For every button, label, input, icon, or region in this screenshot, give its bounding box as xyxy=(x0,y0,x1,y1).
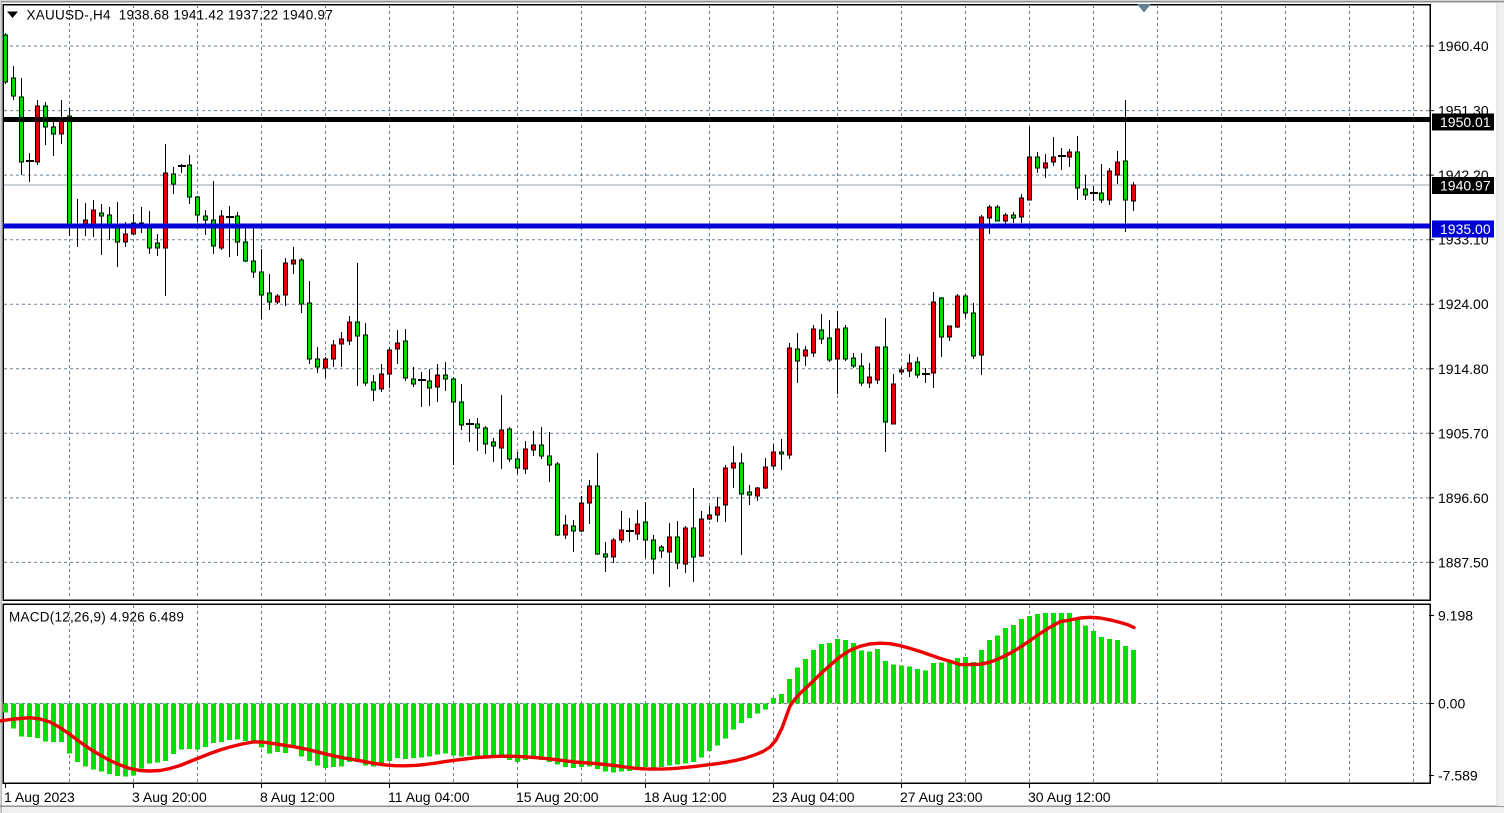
svg-text:9.198: 9.198 xyxy=(1438,608,1473,624)
svg-text:-7.589: -7.589 xyxy=(1438,768,1478,784)
svg-text:30 Aug 12:00: 30 Aug 12:00 xyxy=(1028,789,1111,805)
svg-text:1914.80: 1914.80 xyxy=(1438,361,1489,377)
svg-text:1905.70: 1905.70 xyxy=(1438,425,1489,441)
svg-text:1887.50: 1887.50 xyxy=(1438,554,1489,570)
svg-text:11 Aug 04:00: 11 Aug 04:00 xyxy=(388,789,470,805)
svg-text:1960.40: 1960.40 xyxy=(1438,38,1489,54)
svg-text:18 Aug 12:00: 18 Aug 12:00 xyxy=(644,789,727,805)
svg-text:15 Aug 20:00: 15 Aug 20:00 xyxy=(516,789,599,805)
svg-text:1924.00: 1924.00 xyxy=(1438,296,1489,312)
svg-text:1950.01: 1950.01 xyxy=(1440,114,1491,130)
svg-text:XAUUSD-,H4 1938.68 1941.42 19: XAUUSD-,H4 1938.68 1941.42 1937.22 1940.… xyxy=(27,8,333,23)
svg-text:0.00: 0.00 xyxy=(1438,696,1465,712)
svg-text:MACD(12,26,9) 4.926 6.489: MACD(12,26,9) 4.926 6.489 xyxy=(9,610,184,625)
svg-text:1 Aug 2023: 1 Aug 2023 xyxy=(4,789,75,805)
svg-text:3 Aug 20:00: 3 Aug 20:00 xyxy=(132,789,207,805)
svg-text:8 Aug 12:00: 8 Aug 12:00 xyxy=(260,789,335,805)
svg-text:1896.60: 1896.60 xyxy=(1438,490,1489,506)
svg-text:1935.00: 1935.00 xyxy=(1440,221,1491,237)
svg-text:27 Aug 23:00: 27 Aug 23:00 xyxy=(900,789,983,805)
svg-text:1940.97: 1940.97 xyxy=(1440,178,1491,194)
svg-text:23 Aug 04:00: 23 Aug 04:00 xyxy=(772,789,855,805)
